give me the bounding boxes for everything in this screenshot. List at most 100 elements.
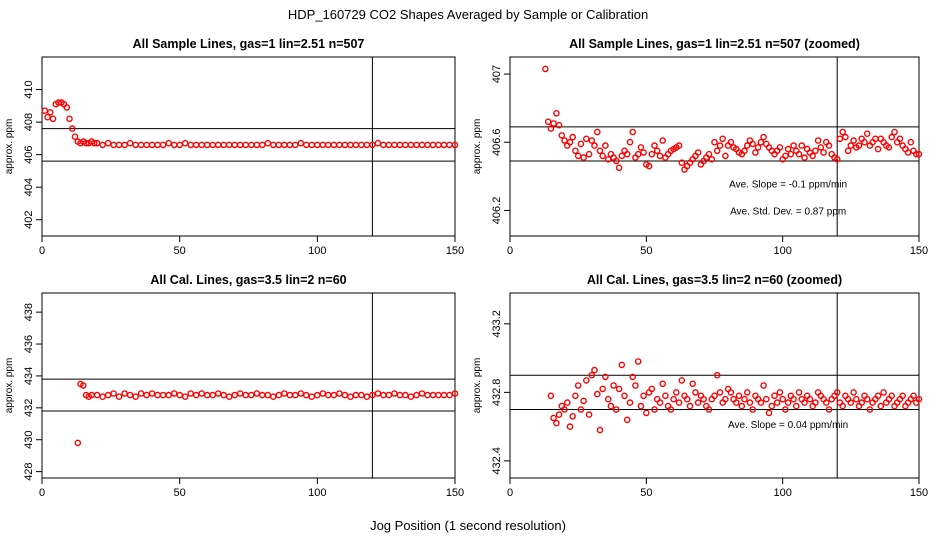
data-point bbox=[451, 390, 459, 397]
data-point bbox=[713, 147, 721, 155]
data-point bbox=[659, 137, 667, 144]
data-point bbox=[66, 115, 73, 123]
plot-frame bbox=[41, 292, 456, 479]
data-point bbox=[297, 139, 305, 147]
x-tick-label: 50 bbox=[640, 245, 652, 257]
data-point bbox=[757, 138, 765, 146]
data-point bbox=[187, 141, 194, 149]
data-point bbox=[236, 390, 244, 397]
data-point bbox=[711, 392, 718, 400]
data-point bbox=[776, 389, 784, 396]
data-point bbox=[708, 155, 716, 163]
data-point bbox=[358, 141, 365, 149]
data-point bbox=[572, 392, 579, 400]
x-tick-label: 100 bbox=[773, 245, 791, 257]
data-point bbox=[863, 395, 871, 403]
data-point bbox=[779, 395, 787, 403]
x-tick-label: 0 bbox=[39, 245, 45, 257]
data-point bbox=[798, 142, 806, 149]
y-tick-label: 428 bbox=[23, 462, 35, 480]
data-point bbox=[104, 391, 112, 399]
data-point bbox=[577, 406, 585, 413]
y-tick-label: 438 bbox=[23, 303, 35, 321]
data-point bbox=[615, 164, 623, 172]
data-point bbox=[165, 391, 172, 399]
data-point bbox=[809, 152, 817, 160]
y-axis-label: approx. ppm bbox=[472, 358, 483, 414]
data-point bbox=[550, 120, 557, 127]
data-point bbox=[121, 390, 128, 397]
data-points bbox=[547, 358, 923, 434]
data-point bbox=[418, 390, 426, 397]
data-point bbox=[823, 399, 830, 406]
y-tick-label: 404 bbox=[23, 178, 35, 196]
data-point bbox=[787, 150, 795, 158]
data-point bbox=[553, 419, 560, 427]
y-tick-label: 434 bbox=[23, 367, 35, 385]
data-point bbox=[291, 141, 299, 149]
data-point bbox=[330, 141, 338, 149]
data-point bbox=[148, 390, 156, 397]
y-tick-label: 406.2 bbox=[491, 197, 503, 225]
data-point bbox=[763, 395, 770, 403]
data-point bbox=[55, 99, 62, 106]
data-point bbox=[825, 406, 833, 413]
data-point bbox=[418, 141, 426, 149]
data-point bbox=[700, 395, 707, 403]
data-point bbox=[643, 409, 650, 417]
data-point bbox=[662, 392, 669, 400]
data-point bbox=[670, 395, 677, 403]
y-axis-label: approx. ppm bbox=[4, 119, 15, 175]
data-point bbox=[629, 373, 637, 381]
data-point bbox=[754, 144, 762, 151]
data-point bbox=[286, 141, 294, 149]
data-point bbox=[790, 142, 797, 149]
data-points bbox=[542, 65, 923, 173]
panels: All Sample Lines, gas=1 lin=2.51 n=507 ap… bbox=[4, 37, 928, 499]
data-point bbox=[385, 391, 393, 399]
data-point bbox=[760, 133, 767, 141]
data-point bbox=[69, 125, 76, 132]
data-point bbox=[656, 152, 664, 160]
data-point bbox=[648, 385, 656, 393]
data-point bbox=[159, 141, 167, 149]
data-point bbox=[553, 110, 560, 117]
data-point bbox=[651, 406, 658, 413]
data-point bbox=[192, 141, 200, 149]
data-point bbox=[623, 150, 631, 158]
plot-frame bbox=[41, 56, 456, 237]
data-point bbox=[705, 150, 713, 158]
data-point bbox=[104, 139, 112, 147]
figure-title: HDP_160729 CO2 Shapes Averaged by Sample… bbox=[288, 7, 648, 22]
y-axis-label: approx. ppm bbox=[472, 119, 483, 175]
data-point bbox=[705, 406, 713, 413]
data-point bbox=[297, 390, 305, 397]
data-point bbox=[446, 391, 453, 399]
data-point bbox=[424, 391, 431, 399]
y-tick-label: 410 bbox=[23, 80, 35, 98]
data-point bbox=[391, 390, 398, 397]
data-point bbox=[247, 141, 255, 149]
data-point bbox=[347, 141, 354, 149]
data-point bbox=[220, 391, 227, 399]
annotation: Ave. Std. Dev. = 0.87 ppm bbox=[730, 207, 846, 218]
data-point bbox=[667, 406, 675, 413]
data-point bbox=[391, 141, 398, 149]
data-point bbox=[782, 406, 789, 413]
data-point bbox=[566, 138, 574, 146]
data-point bbox=[686, 402, 694, 410]
data-point bbox=[793, 402, 800, 410]
data-point bbox=[110, 141, 117, 149]
data-point bbox=[561, 406, 568, 413]
data-point bbox=[839, 128, 847, 136]
data-point bbox=[583, 135, 590, 143]
data-point bbox=[790, 395, 797, 403]
data-point bbox=[225, 141, 233, 149]
data-point bbox=[446, 141, 453, 149]
data-point bbox=[154, 141, 161, 149]
data-point bbox=[689, 380, 697, 388]
data-point bbox=[407, 393, 415, 401]
data-point bbox=[599, 385, 607, 393]
annotation: Ave. Slope = -0.1 ppm/min bbox=[729, 180, 847, 191]
data-point bbox=[159, 391, 167, 399]
